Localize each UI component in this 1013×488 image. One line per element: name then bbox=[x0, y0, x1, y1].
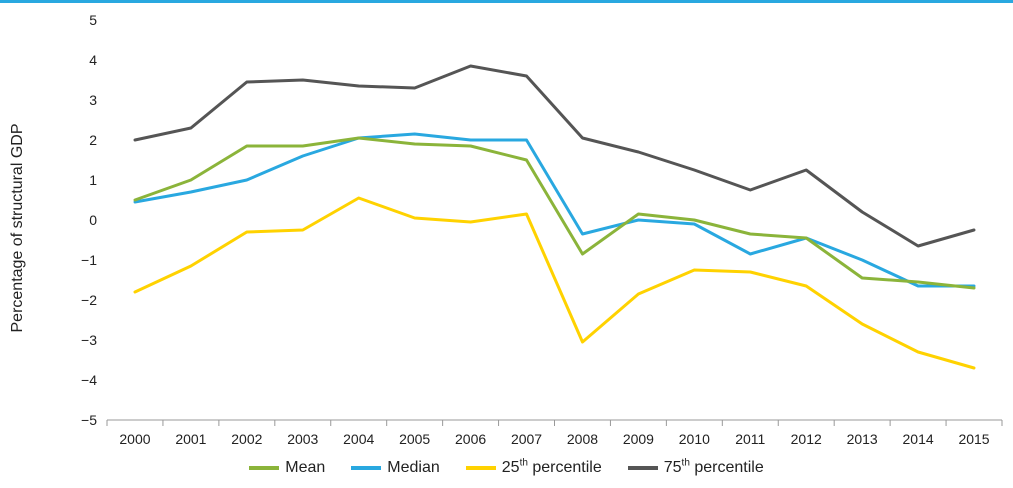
legend: Mean Median 25th percentile 75th percent… bbox=[0, 455, 1013, 481]
y-tick-label: 0 bbox=[89, 212, 97, 228]
y-tick-labels: 5 4 3 2 1 0 −1 −2 −3 −4 −5 bbox=[81, 12, 97, 428]
x-tick-labels: 2000 2001 2002 2003 2004 2005 2006 2007 2008 2009… bbox=[119, 431, 989, 447]
y-tick-label: −2 bbox=[81, 292, 97, 308]
legend-swatch-25th-percentile bbox=[465, 466, 496, 470]
x-tick-label: 2008 bbox=[567, 431, 598, 447]
legend-label-mean: Mean bbox=[285, 459, 326, 476]
x-tick-label: 2006 bbox=[455, 431, 486, 447]
legend-item-25th-percentile: 25th percentile bbox=[465, 457, 602, 477]
top-rule bbox=[0, 0, 1013, 3]
legend-swatch-mean bbox=[249, 466, 280, 470]
y-tick-label: −4 bbox=[81, 372, 97, 388]
x-tick-label: 2011 bbox=[735, 431, 765, 447]
x-tick-label: 2003 bbox=[287, 431, 318, 447]
x-tick-marks bbox=[106, 420, 1003, 426]
legend-label-median: Median bbox=[387, 459, 440, 476]
x-tick-label: 2015 bbox=[958, 431, 989, 447]
x-tick-label: 2013 bbox=[847, 431, 878, 447]
x-tick-label: 2012 bbox=[791, 431, 822, 447]
y-tick-label: −5 bbox=[81, 412, 97, 428]
y-axis-label: Percentage of structural GDP bbox=[9, 124, 26, 333]
x-tick-label: 2005 bbox=[399, 431, 430, 447]
legend-label-25th-percentile: 25th percentile bbox=[501, 457, 602, 476]
legend-label-75th-percentile: 75th percentile bbox=[663, 457, 764, 476]
x-tick-label: 2014 bbox=[903, 431, 934, 447]
series-line-median bbox=[133, 132, 976, 288]
series-line-25th-percentile bbox=[133, 196, 976, 370]
y-tick-label: 2 bbox=[89, 132, 97, 148]
legend-item-median: Median bbox=[351, 459, 440, 477]
y-tick-label: 4 bbox=[89, 52, 97, 68]
series-line-75th-percentile bbox=[133, 64, 976, 248]
y-tick-label: 1 bbox=[89, 172, 97, 188]
x-tick-label: 2010 bbox=[679, 431, 710, 447]
y-tick-label: 5 bbox=[89, 12, 97, 28]
legend-item-mean: Mean bbox=[249, 459, 325, 477]
legend-swatch-median bbox=[351, 466, 382, 470]
x-tick-label: 2002 bbox=[231, 431, 262, 447]
y-tick-label: 3 bbox=[89, 92, 97, 108]
x-tick-label: 2001 bbox=[175, 431, 206, 447]
x-tick-label: 2004 bbox=[343, 431, 374, 447]
line-chart: Percentage of structural GDP 5 4 3 2 1 0 −1 −2 −… bbox=[9, 12, 1003, 447]
x-tick-label: 2000 bbox=[119, 431, 150, 447]
x-tick-label: 2009 bbox=[623, 431, 654, 447]
series-line-mean bbox=[133, 136, 976, 290]
legend-item-75th-percentile: 75th percentile bbox=[627, 457, 764, 477]
y-tick-label: −1 bbox=[81, 252, 97, 268]
legend-swatch-75th-percentile bbox=[627, 466, 658, 470]
y-tick-label: −3 bbox=[81, 332, 97, 348]
series-lines bbox=[133, 64, 976, 370]
x-tick-label: 2007 bbox=[511, 431, 542, 447]
